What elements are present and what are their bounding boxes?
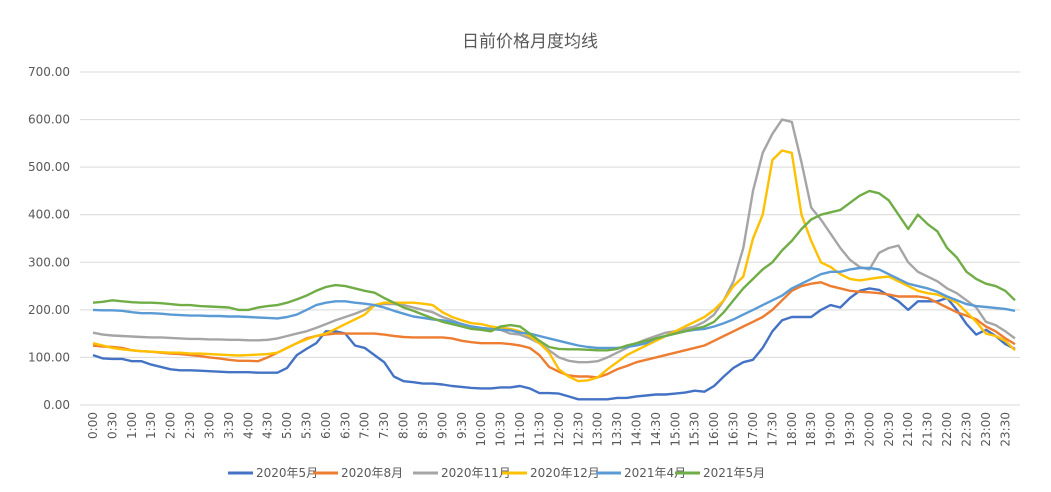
series-line [92, 266, 1016, 350]
x-tick-label: 10:00 [474, 412, 488, 447]
x-tick-label: 4:30 [261, 412, 275, 439]
x-tick-label: 5:30 [300, 412, 314, 439]
series-line [92, 281, 1016, 379]
series-line [92, 287, 1016, 401]
x-tick-label: 7:00 [358, 412, 372, 439]
x-tick-label: 2:30 [183, 412, 197, 439]
x-tick-label: 16:30 [727, 412, 741, 447]
chart-title: 日前价格月度均线 [462, 32, 598, 52]
x-tick-label: 22:30 [959, 412, 973, 447]
y-tick-label: 500.00 [28, 160, 70, 174]
x-tick-label: 21:30 [921, 412, 935, 447]
x-tick-label: 3:00 [202, 412, 216, 439]
x-tick-label: 1:30 [144, 412, 158, 439]
x-tick-label: 14:30 [649, 412, 663, 447]
x-tick-label: 5:00 [280, 412, 294, 439]
x-tick-label: 18:30 [804, 412, 818, 447]
x-tick-label: 11:30 [532, 412, 546, 447]
legend-label: 2020年12月 [530, 466, 600, 480]
y-tick-label: 700.00 [28, 65, 70, 79]
x-tick-label: 21:00 [901, 412, 915, 447]
x-tick-label: 8:00 [397, 412, 411, 439]
y-tick-label: 300.00 [28, 255, 70, 269]
series-line [92, 118, 1016, 364]
y-tick-label: 600.00 [28, 113, 70, 127]
y-axis: 0.00 100.00 200.00 300.00 400.00 500.00 600.00… [28, 65, 70, 412]
x-tick-label: 17:30 [765, 412, 779, 447]
legend-label: 2020年11月 [441, 466, 511, 480]
x-tick-label: 9:30 [455, 412, 469, 439]
x-tick-label: 6:00 [319, 412, 333, 439]
x-axis: 0:00 0:30 1:00 1:30 2:00 2:30 3:00 3:30 4:00 4:30… [86, 412, 1012, 447]
y-tick-label: 0.00 [43, 398, 70, 412]
x-tick-label: 12:30 [571, 412, 585, 447]
y-tick-label: 100.00 [28, 350, 70, 364]
y-tick-label: 200.00 [28, 303, 70, 317]
x-tick-label: 10:30 [494, 412, 508, 447]
x-tick-label: 15:00 [668, 412, 682, 447]
x-tick-label: 19:00 [824, 412, 838, 447]
y-tick-label: 400.00 [28, 208, 70, 222]
x-tick-label: 0:00 [86, 412, 100, 439]
x-tick-label: 11:00 [513, 412, 527, 447]
x-tick-label: 0:30 [105, 412, 119, 439]
x-tick-label: 20:30 [882, 412, 896, 447]
x-tick-label: 17:00 [746, 412, 760, 447]
x-tick-label: 1:00 [125, 412, 139, 439]
x-tick-label: 18:00 [785, 412, 799, 447]
x-tick-label: 9:00 [435, 412, 449, 439]
x-tick-label: 2:00 [164, 412, 178, 439]
series-line [92, 149, 1016, 383]
series-lines [92, 118, 1016, 401]
x-tick-label: 13:30 [610, 412, 624, 447]
legend: 2020年5月 2020年8月 2020年11月 2020年12月 2021年4月 202… [228, 466, 765, 480]
x-tick-label: 20:00 [862, 412, 876, 447]
x-tick-label: 7:30 [377, 412, 391, 439]
legend-label: 2020年8月 [341, 466, 403, 480]
x-tick-label: 14:00 [629, 412, 643, 447]
x-tick-label: 15:30 [688, 412, 702, 447]
x-tick-label: 6:30 [338, 412, 352, 439]
x-tick-label: 22:00 [940, 412, 954, 447]
x-tick-label: 13:00 [591, 412, 605, 447]
x-tick-label: 4:00 [241, 412, 255, 439]
legend-label: 2020年5月 [256, 466, 318, 480]
x-tick-label: 19:30 [843, 412, 857, 447]
x-tick-label: 23:30 [998, 412, 1012, 447]
x-tick-label: 8:30 [416, 412, 430, 439]
legend-label: 2021年4月 [624, 466, 686, 480]
x-tick-label: 12:00 [552, 412, 566, 447]
x-tick-label: 16:00 [707, 412, 721, 447]
legend-label: 2021年5月 [703, 466, 765, 480]
x-tick-label: 23:00 [979, 412, 993, 447]
series-line [92, 189, 1016, 352]
x-tick-label: 3:30 [222, 412, 236, 439]
